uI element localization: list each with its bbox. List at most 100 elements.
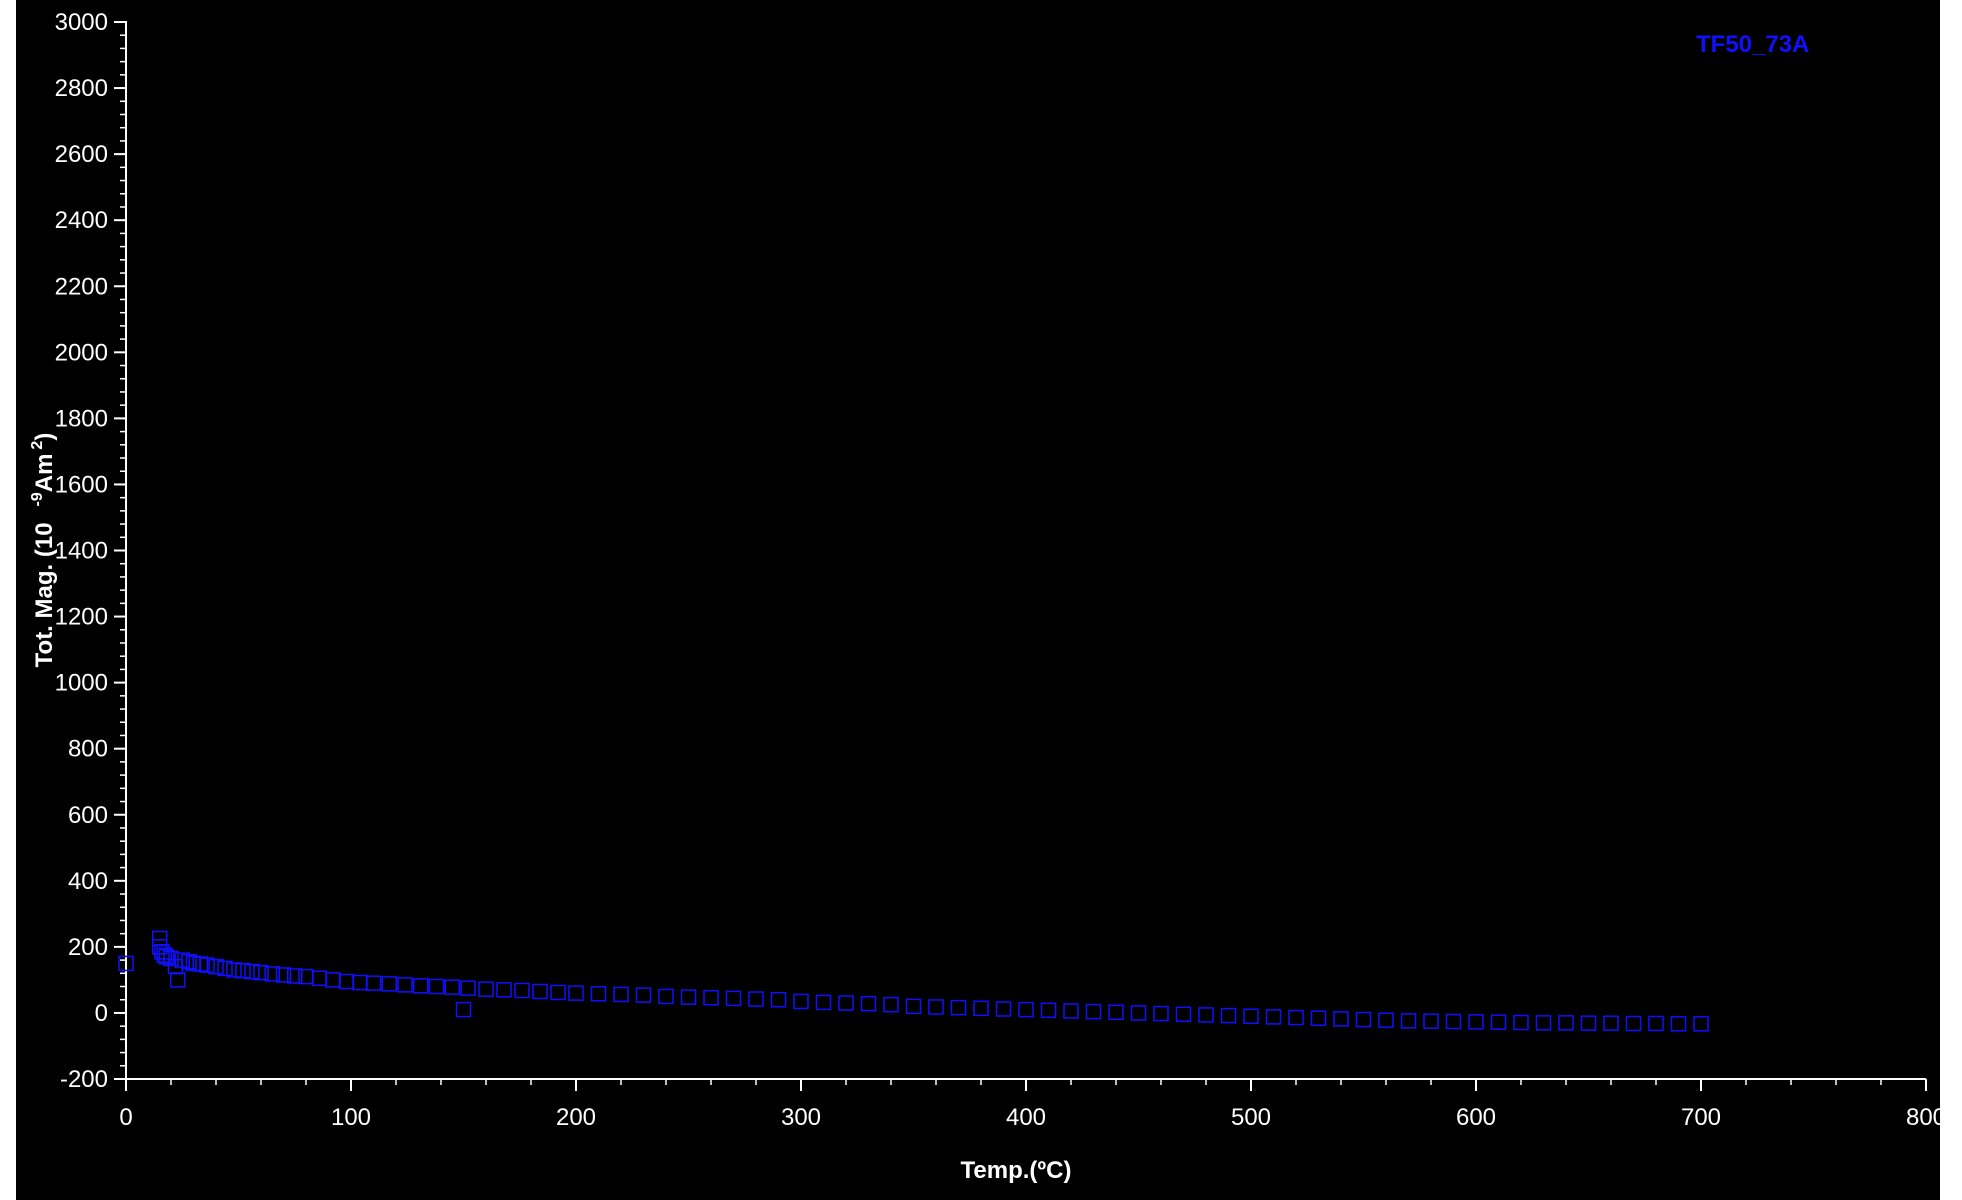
y-tick-label: 800 <box>68 736 108 763</box>
data-point <box>1243 1008 1259 1024</box>
y-tick-label: 200 <box>68 934 108 961</box>
data-point <box>748 991 764 1007</box>
y-axis-title-unit: Am <box>31 454 58 493</box>
y-tick-label: 1400 <box>55 538 108 565</box>
data-point <box>381 976 397 992</box>
data-point <box>365 975 382 991</box>
x-tick-label: 0 <box>119 1104 132 1131</box>
data-point <box>1468 1014 1484 1030</box>
data-point <box>163 950 179 967</box>
data-point <box>338 973 355 990</box>
y-tick-label: 1000 <box>55 670 108 697</box>
data-point <box>680 989 697 1005</box>
x-axis-title: Temp.(ºC) <box>961 1157 1072 1184</box>
data-point <box>460 980 476 996</box>
data-point <box>1130 1005 1147 1021</box>
data-point <box>208 958 224 975</box>
plot-panel: -200 0 200 400 600 800 1000 1200 1400 1600 1800 200… <box>16 0 1940 1200</box>
data-point <box>1108 1004 1124 1021</box>
data-markers <box>118 930 1709 1032</box>
data-point <box>658 988 674 1005</box>
data-point <box>352 974 368 991</box>
data-point <box>478 981 494 997</box>
data-point <box>158 949 175 965</box>
data-point <box>815 994 832 1011</box>
data-point <box>1648 1015 1664 1032</box>
data-point <box>1693 1016 1709 1032</box>
data-point <box>1288 1009 1304 1026</box>
legend-series-name: TF50_73A <box>1696 31 1809 58</box>
data-point <box>1378 1012 1394 1028</box>
y-tick-label: 2600 <box>55 141 108 168</box>
x-tick-label: 300 <box>781 1104 821 1131</box>
y-tick-label: 2200 <box>55 273 108 300</box>
data-point <box>1513 1014 1529 1031</box>
y-axis-title-exp1: -9 <box>29 492 46 506</box>
data-point <box>118 955 134 972</box>
data-point <box>532 983 548 1000</box>
x-tick-label: 600 <box>1456 1104 1496 1131</box>
data-point <box>883 996 899 1013</box>
data-point <box>1153 1005 1169 1022</box>
data-point <box>455 1001 472 1018</box>
data-point <box>152 930 168 947</box>
axis-tick-labels: -200020040060080010001200140016001800200… <box>55 9 1940 1131</box>
data-point <box>1625 1015 1642 1032</box>
data-point <box>1018 1001 1034 1018</box>
data-point <box>635 987 652 1003</box>
data-point <box>1580 1015 1597 1031</box>
y-tick-label: 400 <box>68 868 108 895</box>
data-point <box>1175 1006 1192 1023</box>
data-point <box>325 972 341 988</box>
data-point <box>905 998 922 1015</box>
data-point <box>444 979 460 995</box>
x-tick-label: 800 <box>1906 1104 1940 1131</box>
data-point <box>613 986 629 1003</box>
data-point <box>568 985 584 1001</box>
y-tick-label: -200 <box>60 1066 108 1093</box>
x-tick-label: 100 <box>331 1104 371 1131</box>
data-point <box>1333 1011 1349 1027</box>
data-point <box>275 967 292 983</box>
data-point <box>1423 1013 1439 1029</box>
data-point <box>1310 1010 1327 1026</box>
data-point <box>928 999 944 1015</box>
data-point <box>1220 1007 1237 1024</box>
y-axis-title-close: ) <box>31 433 58 441</box>
data-point <box>217 960 233 977</box>
x-tick-label: 200 <box>556 1104 596 1131</box>
x-tick-label: 500 <box>1231 1104 1271 1131</box>
data-point <box>235 962 251 979</box>
y-tick-label: 600 <box>68 802 108 829</box>
data-point <box>181 953 197 970</box>
y-tick-label: 1200 <box>55 604 108 631</box>
y-axis-title-main: Tot. Mag. (10 <box>31 522 58 667</box>
x-tick-label: 400 <box>1006 1104 1046 1131</box>
data-point <box>1085 1003 1102 1020</box>
x-tick-label: 700 <box>1681 1104 1721 1131</box>
data-point <box>1490 1014 1507 1030</box>
data-point <box>590 986 607 1002</box>
data-point <box>413 978 429 994</box>
data-point <box>1558 1015 1574 1031</box>
data-point <box>1040 1002 1057 1019</box>
data-point <box>1445 1013 1462 1030</box>
data-point <box>311 970 328 987</box>
data-point <box>703 989 719 1006</box>
data-point <box>860 995 877 1012</box>
data-point <box>950 999 967 1016</box>
data-point <box>199 957 215 973</box>
data-point <box>1603 1015 1619 1031</box>
axis-ticks <box>114 21 1927 1091</box>
data-point <box>253 964 269 981</box>
y-tick-label: 2000 <box>55 339 108 366</box>
data-point <box>1535 1015 1552 1031</box>
data-point <box>1198 1007 1214 1023</box>
data-point <box>428 978 445 995</box>
data-point <box>287 968 303 984</box>
data-point <box>244 963 260 980</box>
data-point <box>725 990 742 1007</box>
data-point <box>397 977 413 993</box>
y-tick-label: 0 <box>95 1000 108 1027</box>
data-point <box>995 1001 1012 1017</box>
